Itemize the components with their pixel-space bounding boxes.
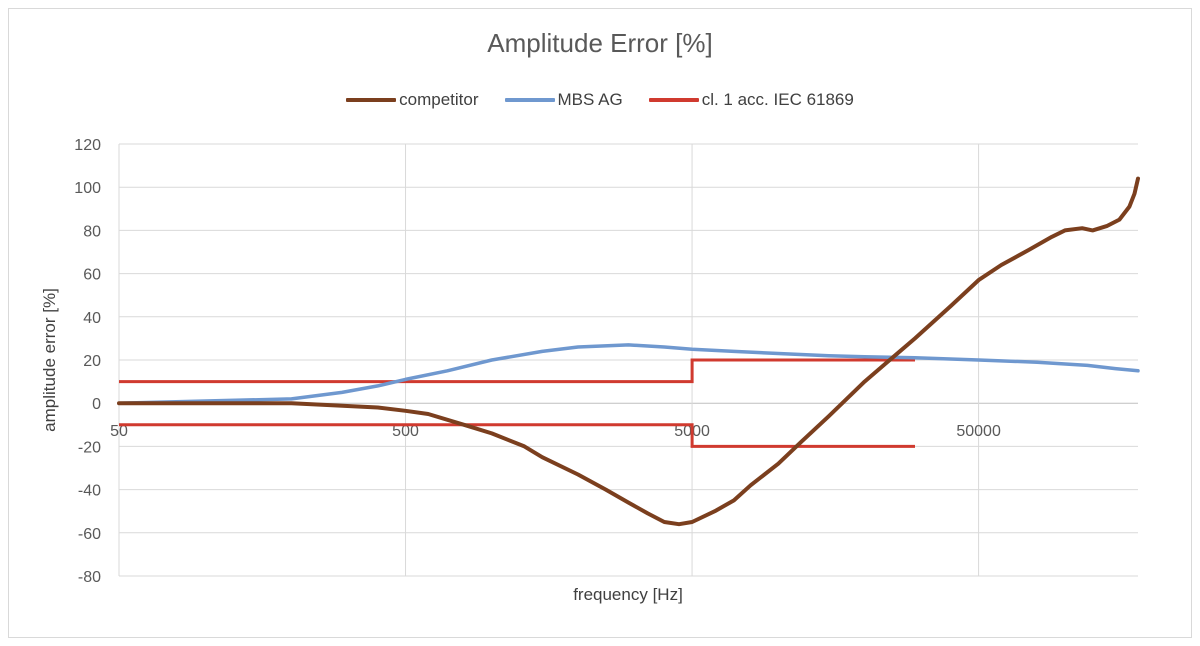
series-line-mbs-ag — [117, 343, 1140, 405]
legend-item-competitor: competitor — [346, 90, 479, 110]
legend-swatch-competitor — [346, 98, 397, 102]
legend-swatch-iec-limit — [648, 98, 699, 102]
legend-label-mbs-ag: MBS AG — [557, 90, 623, 109]
y-axis-label: amplitude error [%] — [40, 288, 59, 432]
y-tick-label: 100 — [74, 180, 101, 197]
y-tick-label: 80 — [83, 223, 101, 240]
series-line-competitor — [117, 176, 1140, 527]
x-tick-label: 50000 — [956, 423, 1001, 440]
y-tick-label: -60 — [78, 526, 101, 543]
y-tick-label: -20 — [78, 439, 101, 456]
y-tick-label: -40 — [78, 483, 101, 500]
legend: competitor MBS AG cl. 1 acc. IEC 61869 — [0, 88, 1200, 112]
y-tick-label: 120 — [74, 137, 101, 154]
y-tick-label: 60 — [83, 267, 101, 284]
y-tick-label: 20 — [83, 353, 101, 370]
x-axis-label: frequency [Hz] — [573, 585, 683, 604]
chart-title: Amplitude Error [%] — [487, 28, 713, 58]
legend-item-iec-limit: cl. 1 acc. IEC 61869 — [648, 90, 854, 110]
y-tick-label: 0 — [92, 396, 101, 413]
iec-upper-limit-line — [119, 358, 915, 384]
x-tick-label: 50 — [110, 423, 128, 440]
legend-item-mbs-ag: MBS AG — [504, 90, 623, 110]
y-tick-label: 40 — [83, 310, 101, 327]
x-tick-label: 500 — [392, 423, 419, 440]
y-tick-label: -80 — [78, 569, 101, 586]
legend-swatch-mbs-ag — [504, 98, 555, 102]
legend-label-competitor: competitor — [399, 90, 479, 109]
iec-lower-limit-line — [119, 423, 915, 448]
legend-label-iec-limit: cl. 1 acc. IEC 61869 — [701, 90, 854, 109]
